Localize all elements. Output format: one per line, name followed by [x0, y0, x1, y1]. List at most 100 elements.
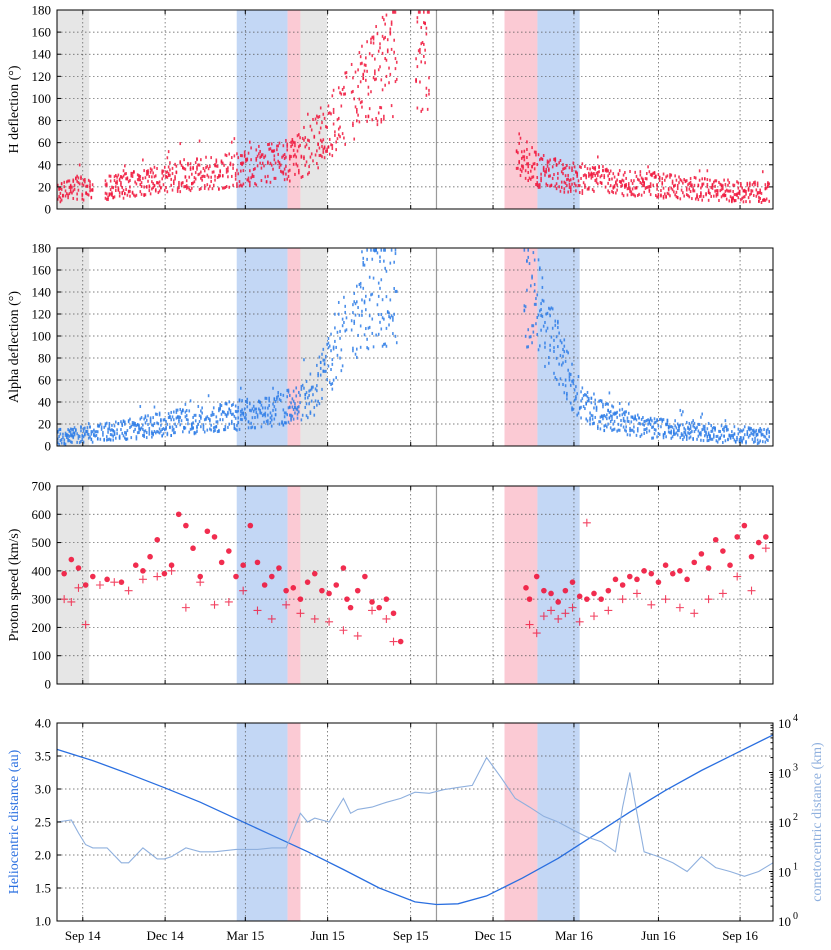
data-point	[683, 430, 685, 434]
data-point	[622, 416, 625, 420]
data-point	[255, 156, 258, 160]
data-point	[331, 146, 334, 150]
data-point	[229, 409, 232, 413]
data-point	[303, 358, 305, 362]
data-point	[236, 184, 238, 188]
data-point	[260, 154, 263, 158]
data-point	[718, 429, 720, 433]
data-point	[201, 411, 203, 415]
data-point	[707, 432, 710, 436]
data-point	[714, 189, 716, 193]
data-point	[700, 192, 702, 196]
data-point	[675, 426, 678, 430]
data-point	[152, 171, 154, 175]
data-point	[648, 188, 651, 192]
speed-point-circle	[605, 587, 612, 594]
data-point	[747, 426, 750, 430]
data-point	[261, 153, 264, 157]
data-point	[745, 192, 747, 196]
data-point	[282, 172, 285, 176]
data-point	[749, 428, 751, 432]
data-point	[316, 363, 318, 367]
data-point	[714, 428, 716, 432]
y-tick-label: 3.0	[35, 782, 51, 797]
x-tick-label: Jun 15	[310, 928, 344, 943]
data-point	[600, 415, 603, 419]
data-point	[330, 332, 332, 336]
data-point	[751, 432, 754, 436]
data-point	[67, 437, 69, 441]
data-point	[224, 412, 227, 416]
data-point	[178, 183, 180, 187]
data-point	[393, 287, 395, 291]
data-point	[328, 344, 331, 348]
data-point	[334, 312, 336, 316]
data-point	[541, 285, 544, 289]
data-point	[607, 422, 609, 426]
data-point	[325, 369, 327, 373]
data-point	[667, 430, 670, 434]
data-point	[653, 417, 656, 421]
data-point	[323, 369, 326, 373]
data-point	[59, 196, 62, 200]
data-point	[327, 336, 330, 340]
data-point	[566, 393, 568, 397]
y-right-tick-exponent: 0	[793, 911, 798, 922]
data-point	[578, 191, 581, 195]
data-point	[185, 408, 188, 412]
data-point	[380, 312, 383, 316]
data-point	[536, 293, 539, 297]
data-point	[301, 175, 304, 179]
data-point	[627, 182, 630, 186]
data-point	[178, 180, 180, 184]
data-point	[715, 439, 718, 443]
data-point	[376, 123, 379, 127]
data-point	[616, 415, 618, 419]
data-point	[733, 438, 736, 442]
data-point	[361, 309, 363, 313]
data-point	[242, 413, 245, 417]
data-point	[554, 319, 557, 323]
data-point	[571, 379, 573, 383]
data-point	[223, 428, 225, 432]
data-point	[669, 173, 671, 177]
data-point	[716, 189, 719, 193]
data-point	[332, 347, 335, 351]
data-point	[319, 138, 322, 142]
data-point	[295, 407, 298, 411]
data-point	[230, 412, 233, 416]
data-point	[564, 384, 567, 388]
y-tick-label: 0	[45, 677, 52, 692]
data-point	[758, 191, 760, 195]
data-point	[643, 419, 646, 423]
data-point	[653, 421, 656, 425]
data-point	[587, 187, 590, 191]
data-point	[676, 422, 679, 426]
data-point	[178, 415, 180, 419]
data-point	[335, 376, 337, 380]
data-point	[606, 169, 608, 173]
data-point	[759, 427, 761, 431]
data-point	[366, 257, 368, 261]
data-point	[232, 166, 234, 170]
speed-point-plus	[239, 586, 248, 595]
data-point	[161, 177, 163, 181]
data-point	[536, 175, 539, 179]
data-point	[684, 431, 687, 435]
data-point	[383, 342, 385, 346]
data-point	[113, 175, 116, 179]
data-point	[205, 166, 207, 170]
data-point	[158, 427, 161, 431]
data-point	[269, 147, 272, 151]
data-point	[724, 194, 727, 198]
data-point	[386, 48, 389, 52]
data-point	[87, 433, 90, 437]
data-point	[416, 16, 419, 20]
data-point	[258, 399, 260, 403]
data-point	[612, 191, 615, 195]
data-point	[716, 190, 719, 194]
speed-point-plus	[138, 575, 147, 584]
data-point	[215, 420, 218, 424]
data-point	[122, 419, 125, 423]
data-point	[366, 40, 368, 44]
